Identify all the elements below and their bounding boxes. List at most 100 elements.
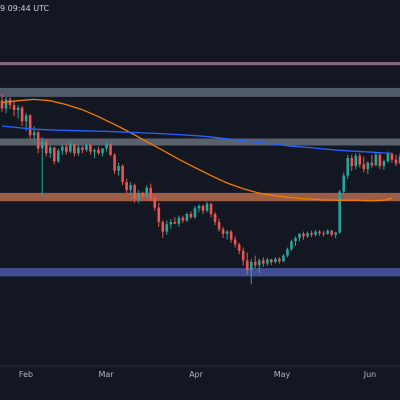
ma-slow-line <box>1 98 393 202</box>
candle-body <box>153 198 157 208</box>
candle-body <box>44 142 48 154</box>
moving-averages-layer <box>1 98 393 202</box>
candle-body <box>270 259 273 262</box>
candle-body <box>85 145 88 150</box>
candles-layer <box>0 94 400 285</box>
candle-body <box>358 155 362 165</box>
candle-body <box>318 231 321 234</box>
candle-body <box>253 262 257 266</box>
candle-body <box>197 206 201 209</box>
candle-body <box>322 233 325 235</box>
candle-body <box>77 147 80 154</box>
candle-body <box>370 162 374 166</box>
candle-body <box>390 153 394 160</box>
candle-body <box>149 187 153 198</box>
candle-body <box>221 229 225 234</box>
candle-body <box>81 147 84 150</box>
candle-body <box>326 230 329 234</box>
zone-mid <box>0 138 400 146</box>
candle-body <box>16 107 20 110</box>
candle-body <box>278 258 281 262</box>
candle-body <box>274 258 277 262</box>
candle-body <box>165 224 169 232</box>
candle-body <box>209 203 213 214</box>
candle-body <box>286 249 289 256</box>
candle-body <box>302 233 305 237</box>
candle-body <box>133 185 136 199</box>
candle-body <box>205 203 209 211</box>
candle-body <box>262 260 265 264</box>
x-tick-feb: Feb <box>19 370 33 379</box>
zone-bottom <box>0 268 400 277</box>
candle-body <box>225 231 229 234</box>
candle-body <box>169 222 173 225</box>
candle-body <box>346 158 350 176</box>
candle-body <box>93 150 96 152</box>
candle-body <box>233 239 237 245</box>
candle-body <box>398 156 400 164</box>
candle-body <box>378 154 382 166</box>
candle-body <box>386 153 390 162</box>
candle-body <box>213 214 217 222</box>
candle-body <box>61 146 64 151</box>
candle-body <box>294 238 297 242</box>
candle-body <box>12 105 16 110</box>
candle-body <box>249 262 253 270</box>
candle-body <box>125 182 128 190</box>
candle-body <box>40 142 44 149</box>
candle-body <box>290 241 293 250</box>
candle-body <box>117 166 120 171</box>
candle-body <box>24 115 28 122</box>
candle-body <box>52 147 56 162</box>
candle-body <box>173 222 177 224</box>
candle-body <box>362 164 366 170</box>
candle-body <box>185 214 189 221</box>
candle-body <box>298 233 301 238</box>
zone-top <box>0 62 400 66</box>
candle-body <box>36 132 40 149</box>
candle-body <box>382 161 386 166</box>
candle-body <box>330 230 333 235</box>
candle-body <box>56 150 60 162</box>
candle-body <box>310 233 313 235</box>
candle-body <box>354 155 358 166</box>
candle-body <box>8 99 12 106</box>
candle-body <box>374 154 378 166</box>
candle-body <box>189 214 193 218</box>
candle-body <box>73 144 76 154</box>
candle-body <box>129 185 132 190</box>
ma-fast-line <box>1 125 392 155</box>
candle-body <box>237 244 241 251</box>
candle-body <box>113 154 116 171</box>
candle-body <box>201 206 205 211</box>
x-tick-may: May <box>274 370 291 379</box>
zones-layer <box>0 62 400 277</box>
candle-body <box>101 148 104 154</box>
zone-resistance <box>0 87 400 97</box>
candle-body <box>48 147 52 154</box>
candle-body <box>394 159 398 164</box>
candle-body <box>145 187 149 197</box>
candle-body <box>141 193 144 197</box>
candle-body <box>137 193 140 199</box>
candle-body <box>4 99 8 109</box>
candle-body <box>342 175 345 192</box>
candle-body <box>350 158 354 166</box>
candle-body <box>89 145 92 152</box>
candle-body <box>266 259 269 264</box>
candle-body <box>229 231 233 240</box>
candle-body <box>177 217 181 224</box>
header-timestamp: 9 09:44 UTC <box>0 4 50 13</box>
candle-body <box>241 250 245 261</box>
candle-body <box>282 255 285 262</box>
candle-body <box>121 166 124 182</box>
x-axis: Feb Mar Apr May Jun <box>0 365 400 379</box>
candle-body <box>0 100 4 109</box>
candle-body <box>32 132 36 136</box>
candle-body <box>245 260 249 270</box>
candle-body <box>28 115 32 136</box>
x-tick-jun: Jun <box>363 370 377 379</box>
candle-body <box>338 191 341 233</box>
